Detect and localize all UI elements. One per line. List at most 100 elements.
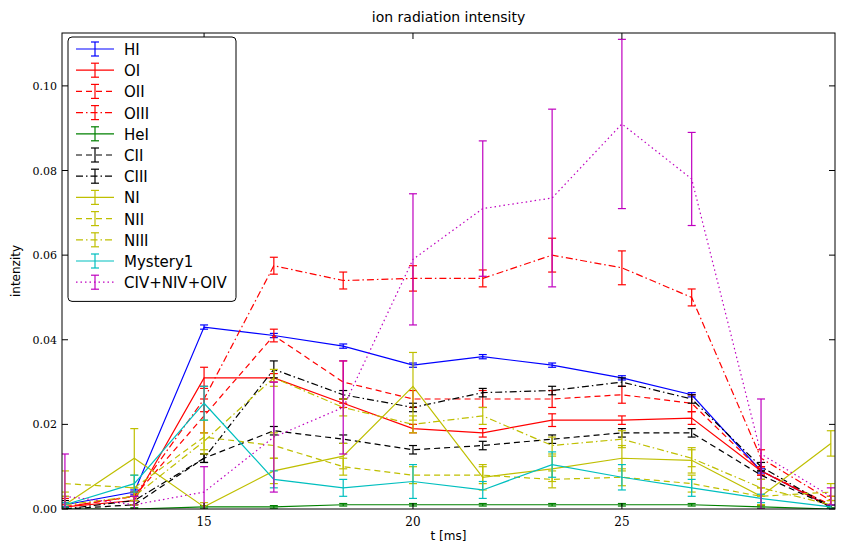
legend-swatch (94, 169, 95, 183)
series-line (65, 336, 831, 507)
legend-swatch (94, 84, 95, 98)
legend-swatch (91, 190, 99, 191)
error-line (760, 399, 761, 509)
error-cap (200, 420, 208, 421)
error-line (691, 395, 692, 403)
error-line (203, 386, 204, 420)
error-cap (688, 225, 696, 226)
legend-swatch (91, 232, 99, 233)
error-cap (130, 428, 138, 429)
error-cap (409, 324, 417, 325)
error-line (621, 251, 622, 285)
error-line (412, 194, 413, 325)
error-line (482, 407, 483, 424)
series-5 (62, 426, 835, 509)
series-line (65, 437, 831, 496)
background (0, 0, 844, 552)
legend-swatch (91, 126, 99, 127)
error-cap (688, 288, 696, 289)
error-line (621, 416, 622, 424)
legend-label: HI (124, 41, 140, 59)
series-line (65, 431, 831, 509)
error-cap (270, 274, 278, 275)
series-6 (62, 361, 835, 509)
error-bar (618, 251, 626, 285)
x-tick-label: 20 (405, 515, 420, 529)
error-bar (618, 431, 626, 448)
error-line (203, 433, 204, 450)
error-line (552, 452, 553, 477)
error-bar (688, 395, 696, 412)
error-cap (688, 472, 696, 473)
x-tick-label: 15 (196, 515, 211, 529)
y-tick (62, 509, 68, 510)
error-cap (479, 407, 487, 408)
error-bar (200, 454, 208, 462)
error-line (621, 386, 622, 403)
error-bar (339, 458, 347, 475)
error-cap (130, 491, 138, 492)
error-line (343, 344, 344, 348)
error-bar (409, 416, 417, 433)
y-tick (829, 255, 835, 256)
legend-swatch (94, 233, 95, 247)
error-cap (479, 276, 487, 277)
error-cap (200, 324, 208, 325)
error-cap (618, 464, 626, 465)
error-cap (339, 503, 347, 504)
error-cap (200, 386, 208, 387)
series-line (65, 386, 831, 507)
legend-swatch (94, 212, 95, 226)
error-bar (339, 361, 347, 454)
series-line (65, 505, 831, 509)
error-cap (270, 381, 278, 382)
error-line (691, 429, 692, 437)
error-line (691, 132, 692, 225)
y-tick (829, 509, 835, 510)
x-tick (204, 503, 205, 509)
error-bar (618, 416, 626, 424)
error-cap (409, 432, 417, 433)
error-bar (827, 505, 835, 509)
error-cap (827, 504, 835, 505)
error-cap (688, 496, 696, 497)
x-tick (412, 33, 413, 39)
error-line (552, 363, 553, 367)
chart: 1520250.000.020.040.060.080.10ion radiat… (0, 0, 844, 552)
error-cap (479, 286, 487, 287)
error-bar (200, 467, 208, 509)
error-line (830, 488, 831, 505)
error-cap (479, 449, 487, 450)
error-line (691, 448, 692, 473)
error-line (830, 505, 831, 509)
error-line (412, 352, 413, 420)
error-cap (618, 386, 626, 387)
error-cap (548, 394, 556, 395)
series-2 (62, 329, 835, 509)
series-10 (62, 386, 835, 509)
error-bar (200, 420, 208, 454)
error-cap (339, 496, 347, 497)
error-cap (618, 447, 626, 448)
error-cap (688, 503, 696, 504)
error-line (273, 329, 274, 342)
error-cap (688, 466, 696, 467)
error-cap (270, 491, 278, 492)
error-line (621, 378, 622, 386)
error-line (203, 454, 204, 462)
error-cap (618, 415, 626, 416)
error-line (482, 429, 483, 437)
error-cap (688, 411, 696, 412)
x-tick (412, 503, 413, 509)
error-bar (548, 503, 556, 506)
error-cap (409, 432, 417, 433)
error-line (482, 481, 483, 498)
error-cap (200, 449, 208, 450)
error-cap (270, 505, 278, 506)
error-bar (479, 388, 487, 396)
error-bar (479, 429, 487, 437)
legend-swatch (94, 254, 95, 268)
error-line (203, 503, 204, 509)
legend-swatch (91, 41, 99, 42)
error-bar (757, 399, 765, 509)
